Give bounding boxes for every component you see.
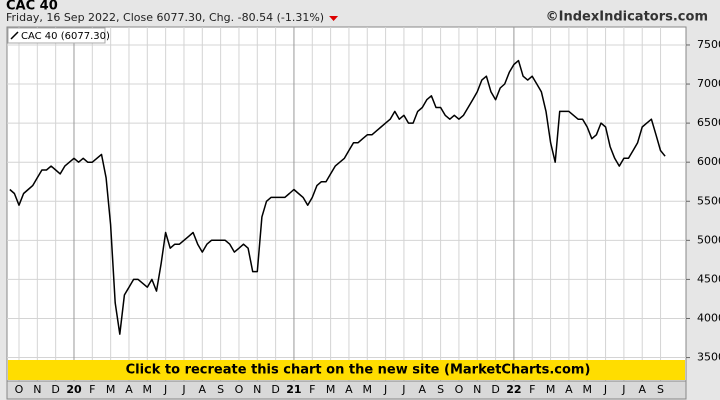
x-tick-label: O — [235, 383, 244, 396]
x-tick-label: M — [143, 383, 153, 396]
x-tick-label: J — [621, 383, 625, 396]
x-tick-label: N — [253, 383, 261, 396]
x-tick-label: F — [309, 383, 315, 396]
x-axis-band — [6, 380, 687, 400]
legend-swatch — [10, 31, 19, 40]
plot-area — [6, 26, 687, 382]
x-tick-label: S — [217, 383, 224, 396]
price-line — [9, 59, 666, 335]
x-tick-label: M — [106, 383, 116, 396]
x-tick-label: J — [383, 383, 387, 396]
x-tick-label: A — [418, 383, 426, 396]
y-tick-label: 7000 — [697, 77, 720, 90]
y-tick-label: 3500 — [697, 351, 720, 364]
x-tick-label: F — [529, 383, 535, 396]
x-tick-label: A — [345, 383, 353, 396]
x-tick-label: M — [363, 383, 373, 396]
x-tick-label: O — [15, 383, 24, 396]
x-tick-label: F — [89, 383, 95, 396]
y-tick-label: 5500 — [697, 194, 720, 207]
y-tick-label: 6000 — [697, 155, 720, 168]
chart-title: CAC 40 — [6, 0, 58, 14]
x-tick-label: S — [437, 383, 444, 396]
legend-label: CAC 40 (6077.30) — [21, 31, 110, 42]
banner-bg[interactable] — [8, 360, 685, 380]
x-tick-label: N — [33, 383, 41, 396]
x-tick-label: 20 — [66, 383, 82, 396]
x-tick-label: D — [491, 383, 499, 396]
x-tick-label: S — [657, 383, 664, 396]
down-arrow — [329, 16, 339, 21]
y-tick-label: 4000 — [697, 311, 720, 324]
x-tick-label: J — [163, 383, 167, 396]
x-tick-label: D — [271, 383, 279, 396]
x-tick-label: J — [181, 383, 185, 396]
y-tick-label: 4500 — [697, 272, 720, 285]
x-tick-label: O — [455, 383, 464, 396]
x-tick-label: A — [125, 383, 133, 396]
y-tick-label: 5000 — [697, 233, 720, 246]
y-tick-label: 7500 — [697, 38, 720, 51]
x-tick-label: M — [546, 383, 556, 396]
x-tick-label: M — [582, 383, 592, 396]
x-tick-label: A — [565, 383, 573, 396]
site: ©IndexIndicators.com — [546, 10, 708, 25]
x-tick-label: A — [638, 383, 646, 396]
x-tick-label: A — [199, 383, 207, 396]
subtitle: Friday, 16 Sep 2022, Close 6077.30, Chg.… — [6, 11, 324, 24]
x-tick-label: 21 — [286, 383, 301, 396]
x-tick-label: M — [326, 383, 336, 396]
x-tick-label: J — [401, 383, 405, 396]
x-tick-label: D — [51, 383, 59, 396]
y-tick-label: 6500 — [697, 116, 720, 129]
x-tick-label: 22 — [506, 383, 521, 396]
x-tick-label: N — [473, 383, 481, 396]
x-tick-label: J — [603, 383, 607, 396]
legend — [7, 27, 106, 44]
banner[interactable]: Click to recreate this chart on the new … — [126, 363, 591, 378]
